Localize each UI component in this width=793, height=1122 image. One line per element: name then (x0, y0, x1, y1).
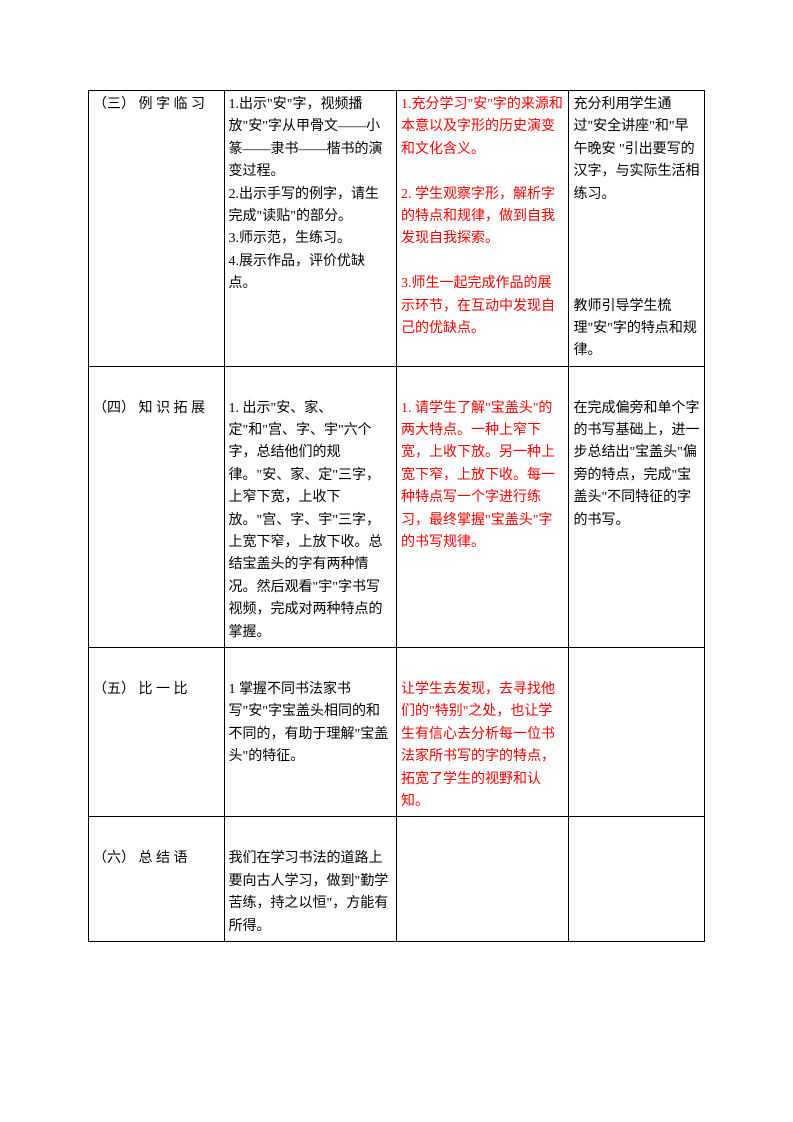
student-activity-cell: 1.充分学习"安"字的来源和本意以及字形的历史演变和文化含义。2. 学生观察字形… (396, 91, 568, 367)
design-intent-cell (569, 817, 705, 942)
lesson-plan-table: （三） 例 字 临 习 1.出示"安"字，视频播放"安"字从甲骨文——小篆——隶书… (88, 90, 705, 942)
section-title-cell: （三） 例 字 临 习 (89, 91, 225, 367)
student-activity-cell (396, 817, 568, 942)
student-activity-text: 让学生去发现，去寻找他们的"特别"之处，也让学生有信心去分析每一位书法家所书写的… (401, 679, 564, 813)
table-row: （四） 知 识 拓 展 1. 出示"安、家、定"和"宫、字、宇"六个字，总结他们的… (89, 366, 705, 647)
student-activity-text: 1. 请学生了解"宝盖头"的两大特点。一种上窄下宽，上收下放。另一种上宽下窄，上… (401, 398, 564, 555)
section-title-cell: （四） 知 识 拓 展 (89, 366, 225, 647)
teacher-activity-text: 1.出示"安"字，视频播放"安"字从甲骨文——小篆——隶书——楷书的演变过程。2… (229, 94, 392, 296)
section-title: （六） 总 结 语 (93, 848, 220, 870)
teacher-activity-text: 我们在学习书法的道路上要向古人学习，做到"勤学苦练，持之以恒"，方能有所得。 (229, 848, 392, 938)
design-intent-cell: 在完成偏旁和单个字的书写基础上，进一步总结出"宝盖头"偏旁的特点，完成"宝盖头"… (569, 366, 705, 647)
teacher-activity-cell: 我们在学习书法的道路上要向古人学习，做到"勤学苦练，持之以恒"，方能有所得。 (224, 817, 396, 942)
table-row: （五） 比 一 比 1 掌握不同书法家书写"安"字宝盖头相同的和不同的，有助于理解… (89, 647, 705, 816)
section-title-cell: （五） 比 一 比 (89, 647, 225, 816)
design-intent-text: 在完成偏旁和单个字的书写基础上，进一步总结出"宝盖头"偏旁的特点，完成"宝盖头"… (573, 398, 700, 532)
student-activity-cell: 让学生去发现，去寻找他们的"特别"之处，也让学生有信心去分析每一位书法家所书写的… (396, 647, 568, 816)
section-title: （三） 例 字 临 习 (93, 94, 220, 116)
table-row: （六） 总 结 语我们在学习书法的道路上要向古人学习，做到"勤学苦练，持之以恒"… (89, 817, 705, 942)
section-title: （四） 知 识 拓 展 (93, 398, 220, 420)
section-title-cell: （六） 总 结 语 (89, 817, 225, 942)
design-intent-cell (569, 647, 705, 816)
teacher-activity-text: 1 掌握不同书法家书写"安"字宝盖头相同的和不同的，有助于理解"宝盖头"的特征。 (229, 679, 392, 769)
design-intent-cell: 充分利用学生通过"安全讲座"和"早午晚安 "引出要写的汉字，与实际生活相练习。教… (569, 91, 705, 367)
student-activity-cell: 1. 请学生了解"宝盖头"的两大特点。一种上窄下宽，上收下放。另一种上宽下窄，上… (396, 366, 568, 647)
table-row: （三） 例 字 临 习 1.出示"安"字，视频播放"安"字从甲骨文——小篆——隶书… (89, 91, 705, 367)
teacher-activity-cell: 1. 出示"安、家、定"和"宫、字、宇"六个字，总结他们的规律。"安、家、定"三… (224, 366, 396, 647)
teacher-activity-text: 1. 出示"安、家、定"和"宫、字、宇"六个字，总结他们的规律。"安、家、定"三… (229, 398, 392, 644)
student-activity-text: 1.充分学习"安"字的来源和本意以及字形的历史演变和文化含义。2. 学生观察字形… (401, 94, 564, 340)
teacher-activity-cell: 1.出示"安"字，视频播放"安"字从甲骨文——小篆——隶书——楷书的演变过程。2… (224, 91, 396, 367)
design-intent-text: 充分利用学生通过"安全讲座"和"早午晚安 "引出要写的汉字，与实际生活相练习。教… (573, 94, 700, 363)
teacher-activity-cell: 1 掌握不同书法家书写"安"字宝盖头相同的和不同的，有助于理解"宝盖头"的特征。 (224, 647, 396, 816)
section-title: （五） 比 一 比 (93, 679, 220, 701)
